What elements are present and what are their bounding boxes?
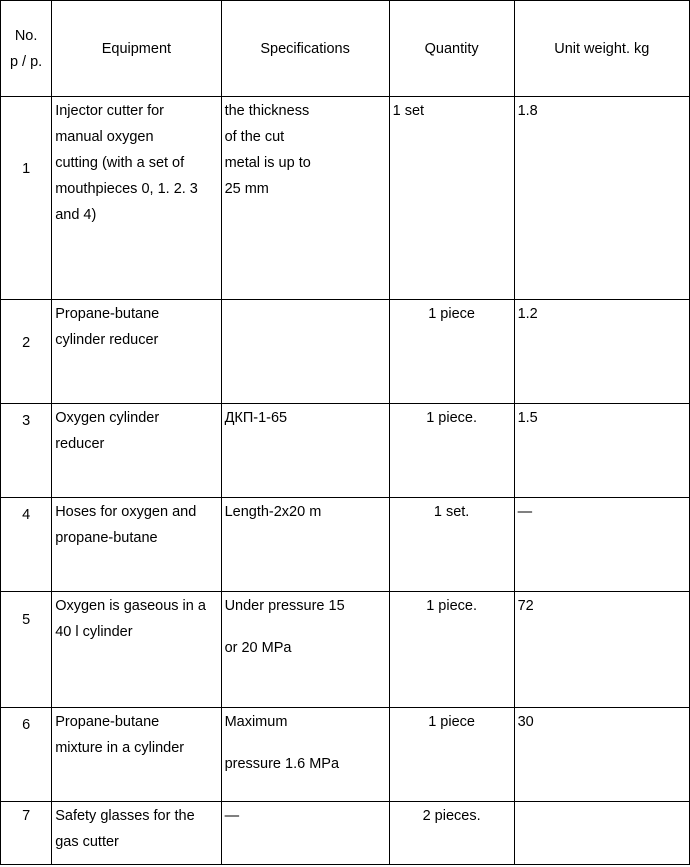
spec-cell: ДКП-1-65: [220, 403, 390, 498]
equipment-cell: Oxygen is gaseous in a 40 l cylinder: [51, 591, 222, 708]
weight-cell: 1.2: [513, 299, 690, 404]
equipment-cell: Oxygen cylinder reducer: [51, 403, 222, 498]
spec-cell: Under pressure 15 or 20 MPa: [220, 591, 390, 708]
table-row: 5 Oxygen is gaseous in a 40 l cylinder U…: [0, 591, 690, 708]
equipment-cell: Propane-butane mixture in a cylinder: [51, 707, 222, 802]
text-line: 25 mm: [224, 181, 269, 197]
row-number: 1: [0, 96, 53, 300]
row-number: 5: [0, 591, 53, 708]
text-line: Oxygen cylinder: [55, 410, 160, 426]
text-line: cylinder reducer: [55, 332, 159, 348]
weight-cell: [513, 801, 690, 865]
table-row: 1 Injector cutter for manual oxygen cutt…: [0, 96, 690, 300]
spec-cell: Length-2x20 m: [220, 497, 390, 592]
text-line: Safety glasses for the: [55, 808, 195, 824]
equipment-cell: Hoses for oxygen and propane-butane: [51, 497, 222, 592]
row-number: 3: [0, 403, 53, 498]
text-line: or 20 MPa: [224, 640, 292, 656]
header-specifications: Specifications: [220, 0, 390, 97]
spec-cell: —: [220, 801, 390, 865]
table-row: 3 Oxygen cylinder reducer ДКП-1-65 1 pie…: [0, 403, 690, 498]
quantity-cell: 2 pieces.: [388, 801, 515, 865]
text-line: manual oxygen: [55, 129, 154, 145]
quantity-cell: 1 piece.: [388, 403, 515, 498]
text-line: Oxygen is gaseous in a: [55, 598, 206, 614]
spec-cell: the thickness of the cut metal is up to …: [220, 96, 390, 300]
row-number: 2: [0, 299, 53, 404]
text-line: cutting (with a set of: [55, 155, 185, 171]
spec-cell: [220, 299, 390, 404]
quantity-cell: 1 set: [388, 96, 515, 300]
text-line: Propane-butane: [55, 306, 160, 322]
text-line: 40 l cylinder: [55, 624, 133, 640]
text-line: and 4): [55, 207, 97, 223]
quantity-cell: 1 set.: [388, 497, 515, 592]
text-line: Maximum: [224, 714, 288, 730]
table-row: 2 Propane-butane cylinder reducer 1 piec…: [0, 299, 690, 404]
header-unit-weight: Unit weight. kg: [513, 0, 690, 97]
text-line: Propane-butane: [55, 714, 160, 730]
header-quantity: Quantity: [388, 0, 515, 97]
header-equipment: Equipment: [51, 0, 222, 97]
row-number: 7: [0, 801, 53, 865]
text-line: propane-butane: [55, 530, 158, 546]
text-line: ДКП-1-65: [224, 410, 288, 426]
weight-cell: 1.5: [513, 403, 690, 498]
text-line: the thickness: [224, 103, 310, 119]
weight-cell: 1.8: [513, 96, 690, 300]
weight-cell: 72: [513, 591, 690, 708]
row-number: 6: [0, 707, 53, 802]
header-no-line2: p / p.: [9, 53, 43, 70]
table-row: 6 Propane-butane mixture in a cylinder M…: [0, 707, 690, 802]
equipment-cell: Injector cutter for manual oxygen cuttin…: [51, 96, 222, 300]
text-line: gas cutter: [55, 834, 119, 850]
table-row: 7 Safety glasses for the gas cutter — 2 …: [0, 801, 690, 865]
text-line: Hoses for oxygen and: [55, 504, 197, 520]
quantity-cell: 1 piece.: [388, 591, 515, 708]
header-no: No. p / p.: [0, 0, 53, 97]
weight-cell: —: [513, 497, 690, 592]
text-line: Length-2x20 m: [224, 504, 322, 520]
text-line: of the cut: [224, 129, 285, 145]
quantity-cell: 1 piece: [388, 707, 515, 802]
spec-cell: Maximum pressure 1.6 MPa: [220, 707, 390, 802]
table-row: 4 Hoses for oxygen and propane-butane Le…: [0, 497, 690, 592]
weight-cell: 30: [513, 707, 690, 802]
text-line: reducer: [55, 436, 105, 452]
row-number: 4: [0, 497, 53, 592]
equipment-cell: Propane-butane cylinder reducer: [51, 299, 222, 404]
quantity-cell: 1 piece: [388, 299, 515, 404]
text-line: Under pressure 15: [224, 598, 345, 614]
header-no-line1: No.: [14, 27, 38, 44]
text-line: —: [224, 808, 240, 824]
header-row: No. p / p. Equipment Specifications Quan…: [0, 0, 690, 97]
text-line: pressure 1.6 MPa: [224, 756, 340, 772]
text-line: mixture in a cylinder: [55, 740, 185, 756]
text-line: mouthpieces 0, 1. 2. 3: [55, 181, 198, 197]
text-line: metal is up to: [224, 155, 311, 171]
equipment-cell: Safety glasses for the gas cutter: [51, 801, 222, 865]
text-line: Injector cutter for: [55, 103, 164, 119]
